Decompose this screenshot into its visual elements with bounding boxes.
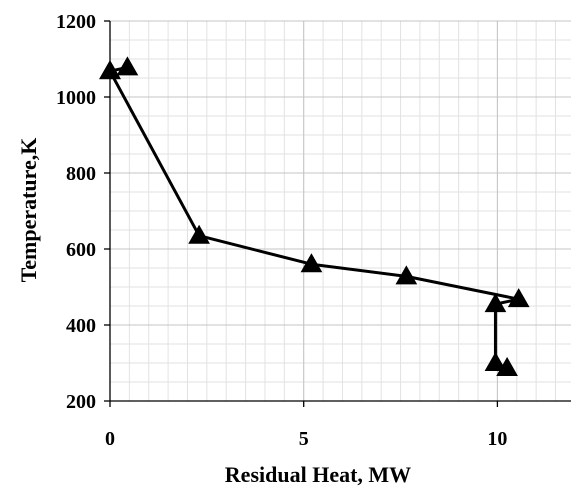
data-point-marker — [484, 293, 507, 313]
data-point-marker — [116, 56, 139, 76]
data-point-marker — [395, 265, 418, 285]
x-axis-title: Residual Heat, MW — [225, 462, 411, 487]
data-point-marker — [300, 253, 323, 273]
series-line — [108, 65, 521, 370]
x-tick-label: 10 — [487, 428, 507, 450]
minor-gridlines — [110, 21, 571, 401]
axes — [104, 20, 571, 407]
y-tick-label: 400 — [66, 315, 96, 337]
y-tick-label: 600 — [66, 239, 96, 261]
x-tick-labels: 0 5 10 — [105, 428, 507, 450]
y-tick-label: 800 — [66, 163, 96, 185]
data-point-marker — [99, 60, 121, 80]
y-axis-title: Temperature,K — [16, 138, 41, 283]
x-tick-label: 5 — [299, 428, 309, 450]
data-point-marker — [496, 356, 518, 376]
series-lines — [108, 65, 521, 370]
y-tick-label: 1200 — [56, 11, 96, 33]
data-point-marker — [507, 288, 530, 308]
series-markers — [99, 56, 530, 376]
data-point-marker — [188, 224, 210, 244]
data-point-marker — [484, 351, 507, 371]
y-tick-label: 200 — [66, 391, 96, 413]
x-tick-label: 0 — [105, 428, 115, 450]
y-tick-label: 1000 — [56, 87, 96, 109]
y-tick-labels: 200 400 600 800 1000 1200 — [56, 11, 96, 413]
